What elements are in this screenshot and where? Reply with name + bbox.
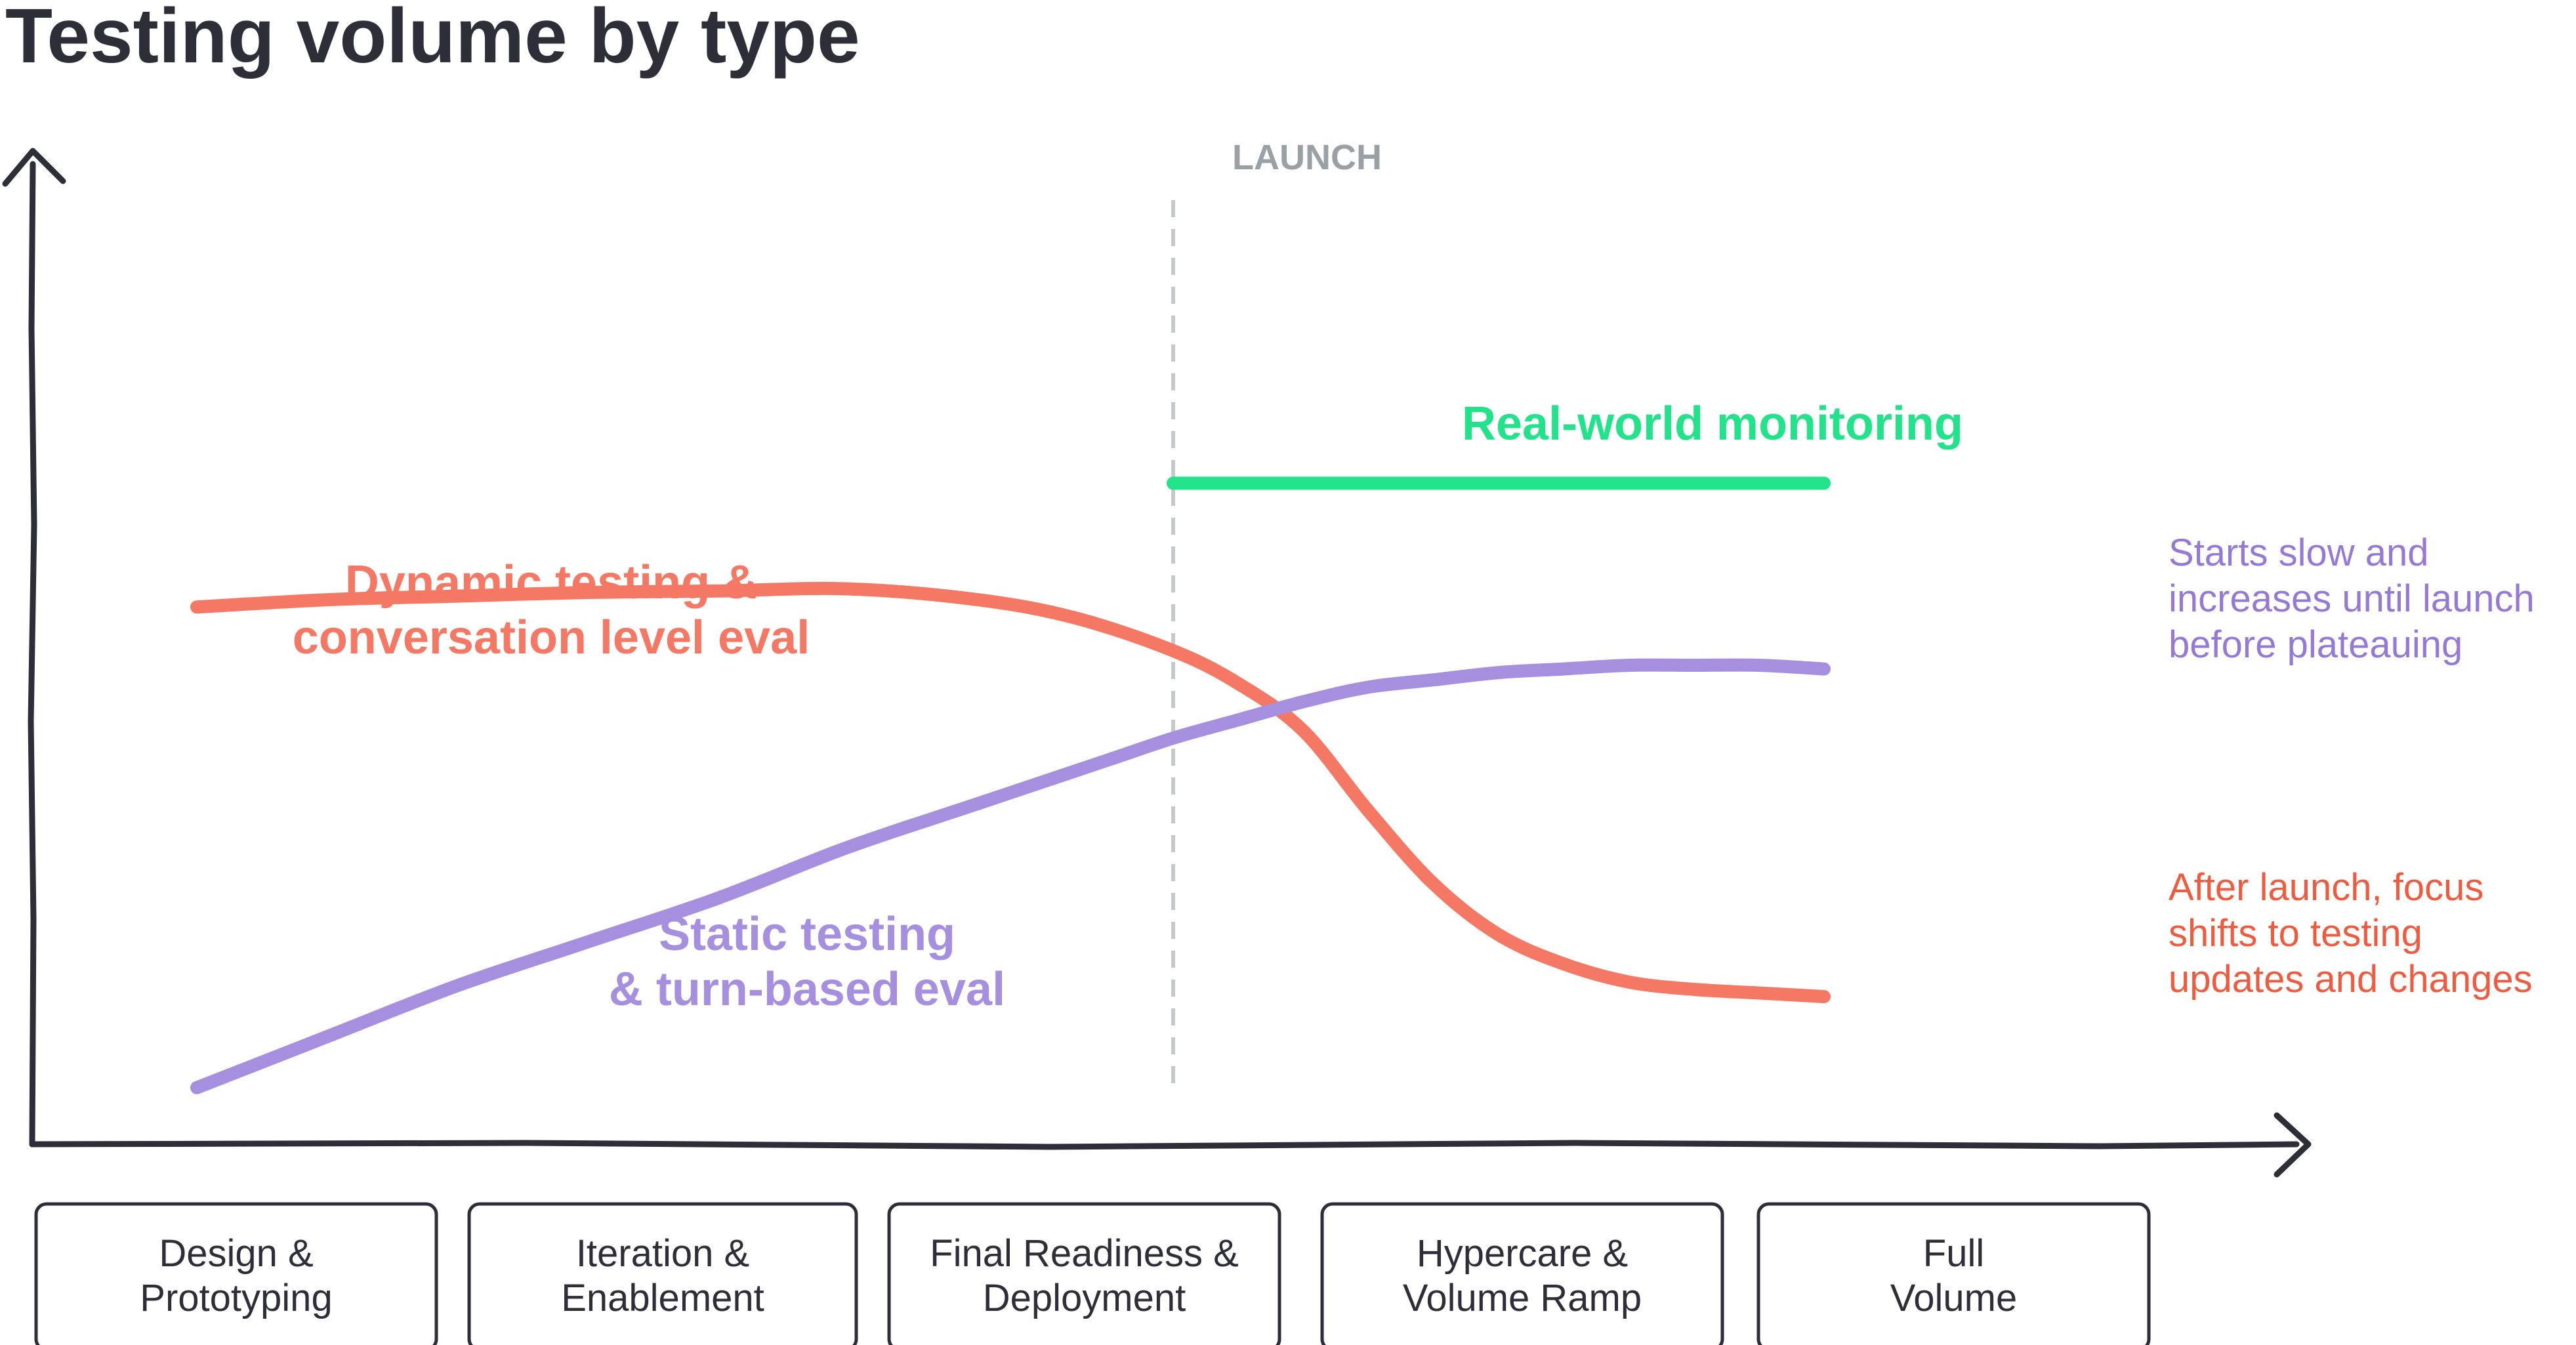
y-axis-arrowhead: [2, 148, 66, 187]
phase-box-frame: [467, 1202, 858, 1345]
series-lines: [190, 476, 1831, 1094]
phase-box-4: Full Volume: [1756, 1202, 2151, 1345]
phase-label-line: Prototyping: [140, 1277, 332, 1319]
phase-boxes: Design & Prototyping Iteration & Enablement…: [34, 1202, 2151, 1345]
phase-label-line: Design &: [159, 1232, 313, 1275]
phase-label: Iteration & Enablement: [561, 1232, 764, 1319]
series-note-line: increases until launch: [2169, 577, 2535, 620]
series-note-line: shifts to testing: [2169, 912, 2422, 955]
series-note-line: before plateauing: [2169, 623, 2462, 666]
series-label-line: Static testing: [659, 908, 955, 961]
phase-label: Final Readiness & Deployment: [930, 1232, 1239, 1319]
x-axis-line: [29, 1140, 2300, 1150]
phase-box-frame: [1320, 1202, 1724, 1345]
phase-label: Hypercare & Volume Ramp: [1403, 1232, 1642, 1319]
phase-box-0: Design & Prototyping: [34, 1202, 438, 1345]
phase-box-2: Final Readiness & Deployment: [887, 1202, 1281, 1345]
series-label-2: Real-world monitoring: [1462, 398, 1963, 450]
phase-box-1: Iteration & Enablement: [467, 1202, 858, 1345]
phase-label-line: Enablement: [561, 1277, 764, 1319]
x-axis-arrowhead: [2274, 1112, 2312, 1178]
chart-title: Testing volume by type: [5, 0, 860, 79]
phase-box-frame: [887, 1202, 1281, 1345]
phase-box-3: Hypercare & Volume Ramp: [1320, 1202, 1724, 1345]
series-label-1: Static testing & turn-based eval: [609, 908, 1005, 1016]
series-line-0: [190, 581, 1831, 1003]
series-note-0: After launch, focus shifts to testing upda…: [2169, 866, 2533, 1001]
phase-box-frame: [34, 1202, 438, 1345]
phase-label-line: Volume: [1890, 1277, 2017, 1319]
series-notes: After launch, focus shifts to testing upda…: [2169, 531, 2535, 1001]
series-labels: Dynamic testing & conversation level eval…: [293, 398, 1963, 1016]
series-note-line: Starts slow and: [2169, 531, 2429, 574]
phase-label-line: Iteration &: [576, 1232, 749, 1275]
series-line-1: [190, 658, 1831, 1094]
y-axis-line: [28, 161, 37, 1148]
phase-label-line: Volume Ramp: [1403, 1277, 1642, 1319]
series-label-line: Dynamic testing &: [345, 556, 757, 609]
phase-label: Design & Prototyping: [140, 1232, 332, 1319]
series-label-line: Real-world monitoring: [1462, 398, 1963, 450]
phase-box-frame: [1756, 1202, 2151, 1345]
series-label-line: conversation level eval: [293, 611, 810, 664]
phase-label-line: Full: [1923, 1232, 1984, 1275]
series-label-line: & turn-based eval: [609, 963, 1005, 1016]
series-note-1: Starts slow and increases until launch bef…: [2169, 531, 2535, 666]
phase-label-line: Deployment: [983, 1277, 1186, 1319]
phase-label: Full Volume: [1890, 1232, 2017, 1319]
launch-label: LAUNCH: [1232, 138, 1382, 177]
series-note-line: updates and changes: [2169, 958, 2533, 1001]
series-note-line: After launch, focus: [2169, 866, 2483, 909]
phase-label-line: Final Readiness &: [930, 1232, 1239, 1275]
phase-label-line: Hypercare &: [1417, 1232, 1628, 1275]
series-label-0: Dynamic testing & conversation level eval: [293, 556, 810, 664]
